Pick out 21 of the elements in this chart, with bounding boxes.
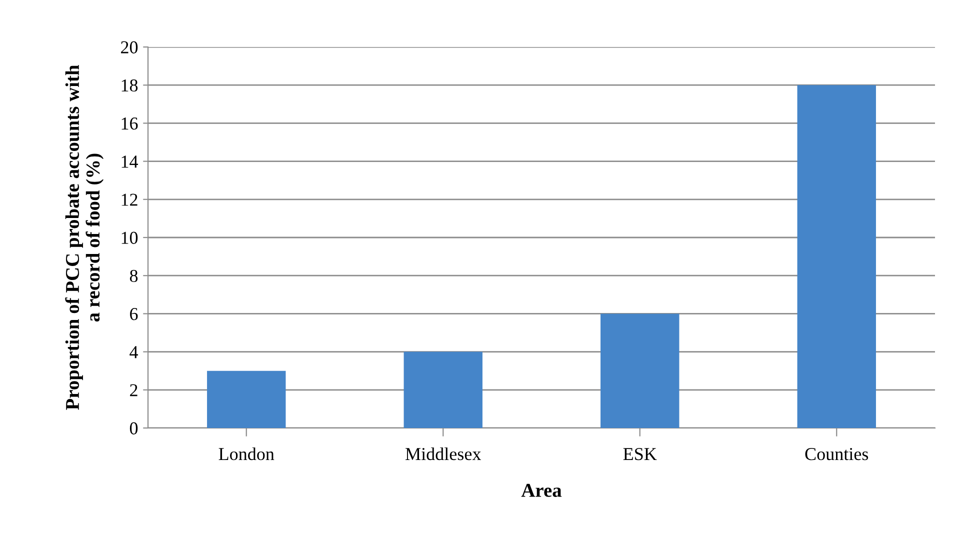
y-tick-label: 12 [122,194,138,206]
bar [207,370,286,428]
y-tick-label: 18 [122,79,138,92]
y-tick-label: 2 [130,384,138,396]
x-axis-title: Area [521,484,562,497]
y-tick-label: 4 [130,346,138,358]
y-tick-label: 6 [130,308,138,320]
x-tick-label: London [218,447,274,460]
x-tick-label: Middlesex [406,447,482,460]
bar [404,352,482,428]
bar [797,85,876,428]
x-tick-label: Counties [805,448,868,460]
x-tick-label: ESK [623,448,657,460]
y-axis-title: Proportion of PCC probate accounts with a record of food (%) [65,65,104,410]
y-tick-label: 20 [121,41,138,54]
y-tick-label: 14 [122,156,138,168]
bar [600,314,680,428]
y-tick-label: 8 [130,270,138,282]
y-tick-label: 0 [130,422,138,434]
y-tick-label: 16 [122,118,138,130]
y-tick-label: 10 [122,232,138,244]
